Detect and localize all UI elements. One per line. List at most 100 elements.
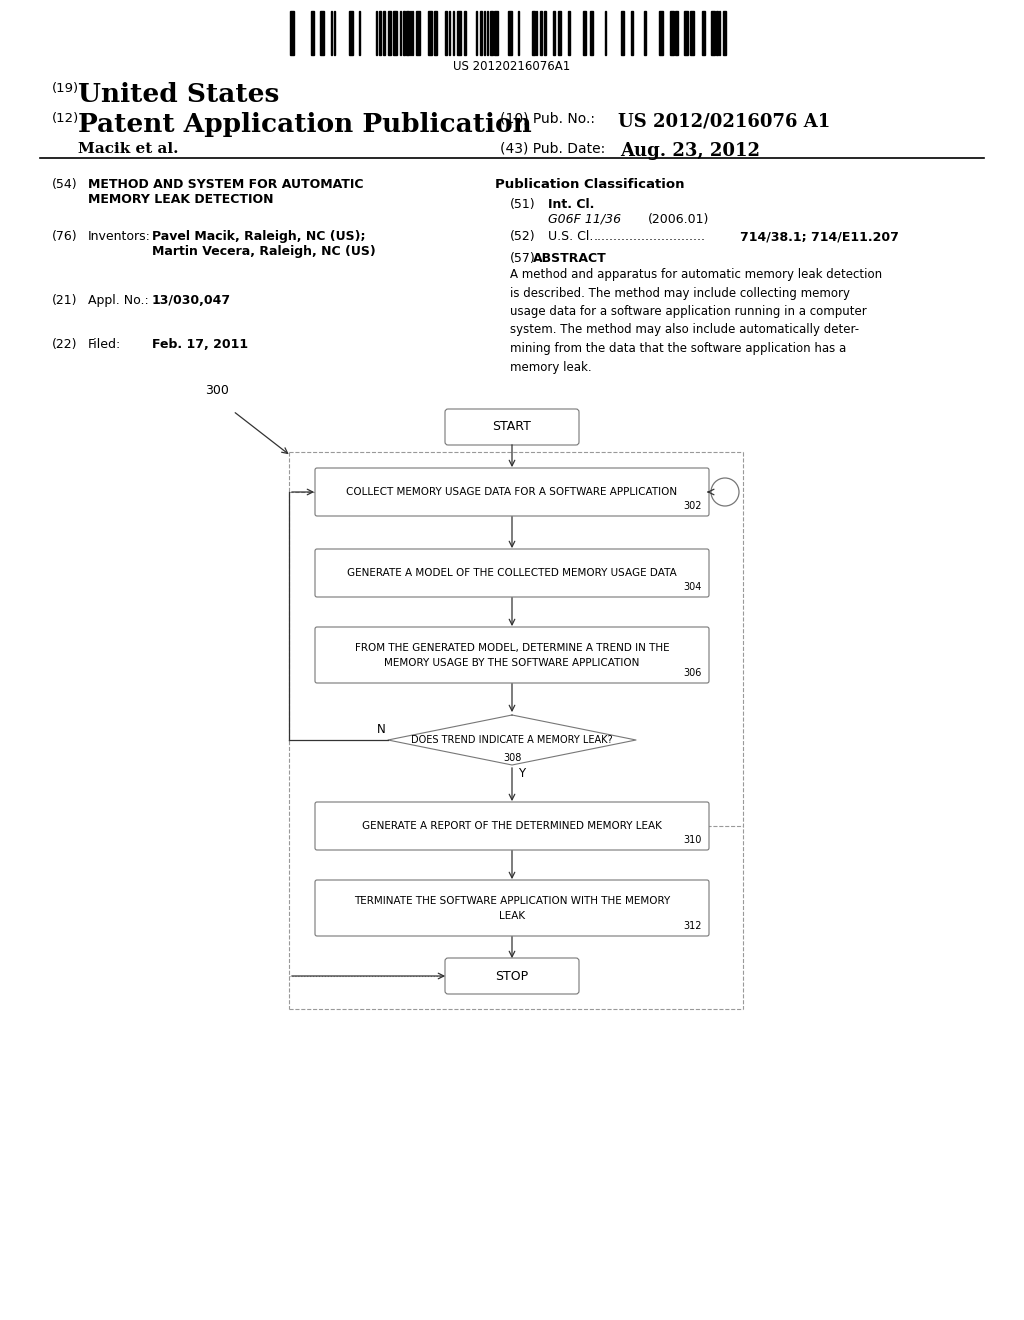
Text: (76): (76): [52, 230, 78, 243]
Text: Patent Application Publication: Patent Application Publication: [78, 112, 531, 137]
Text: MEMORY USAGE BY THE SOFTWARE APPLICATION: MEMORY USAGE BY THE SOFTWARE APPLICATION: [384, 657, 640, 668]
Text: Martin Vecera, Raleigh, NC (US): Martin Vecera, Raleigh, NC (US): [152, 246, 376, 257]
Bar: [319, 11, 324, 55]
Bar: [379, 11, 381, 55]
Text: (51): (51): [510, 198, 536, 211]
Bar: [631, 11, 633, 55]
Bar: [388, 11, 391, 55]
Bar: [349, 11, 353, 55]
Text: Aug. 23, 2012: Aug. 23, 2012: [620, 143, 760, 160]
Text: Int. Cl.: Int. Cl.: [548, 198, 594, 211]
Text: Inventors:: Inventors:: [88, 230, 151, 243]
Bar: [723, 11, 726, 55]
Bar: [508, 11, 512, 55]
Text: 300: 300: [205, 384, 229, 397]
Text: (54): (54): [52, 178, 78, 191]
Text: (19): (19): [52, 82, 79, 95]
Text: (21): (21): [52, 294, 78, 308]
Bar: [558, 11, 561, 55]
Bar: [290, 11, 294, 55]
Text: 13/030,047: 13/030,047: [152, 294, 231, 308]
Text: START: START: [493, 421, 531, 433]
Bar: [490, 11, 493, 55]
Text: Filed:: Filed:: [88, 338, 121, 351]
Bar: [494, 11, 498, 55]
Text: U.S. Cl.: U.S. Cl.: [548, 230, 593, 243]
FancyBboxPatch shape: [445, 958, 579, 994]
Bar: [583, 11, 586, 55]
Text: GENERATE A REPORT OF THE DETERMINED MEMORY LEAK: GENERATE A REPORT OF THE DETERMINED MEMO…: [362, 821, 662, 832]
Text: MEMORY LEAK DETECTION: MEMORY LEAK DETECTION: [88, 193, 273, 206]
Text: COLLECT MEMORY USAGE DATA FOR A SOFTWARE APPLICATION: COLLECT MEMORY USAGE DATA FOR A SOFTWARE…: [346, 487, 678, 498]
Bar: [464, 11, 466, 55]
Bar: [684, 11, 688, 55]
Bar: [659, 11, 663, 55]
Bar: [702, 11, 705, 55]
FancyBboxPatch shape: [315, 549, 709, 597]
Text: (2006.01): (2006.01): [648, 213, 710, 226]
Text: 306: 306: [684, 668, 702, 678]
Bar: [457, 11, 461, 55]
Polygon shape: [388, 715, 636, 766]
Text: Feb. 17, 2011: Feb. 17, 2011: [152, 338, 248, 351]
Text: LEAK: LEAK: [499, 911, 525, 921]
Bar: [670, 11, 674, 55]
Bar: [644, 11, 646, 55]
Bar: [532, 11, 535, 55]
FancyBboxPatch shape: [315, 469, 709, 516]
Bar: [540, 11, 542, 55]
Text: FROM THE GENERATED MODEL, DETERMINE A TREND IN THE: FROM THE GENERATED MODEL, DETERMINE A TR…: [354, 643, 670, 653]
Text: Macik et al.: Macik et al.: [78, 143, 178, 156]
Text: (22): (22): [52, 338, 78, 351]
Text: GENERATE A MODEL OF THE COLLECTED MEMORY USAGE DATA: GENERATE A MODEL OF THE COLLECTED MEMORY…: [347, 568, 677, 578]
Text: Pavel Macik, Raleigh, NC (US);: Pavel Macik, Raleigh, NC (US);: [152, 230, 366, 243]
Text: A method and apparatus for automatic memory leak detection
is described. The met: A method and apparatus for automatic mem…: [510, 268, 882, 374]
Text: US 2012/0216076 A1: US 2012/0216076 A1: [618, 112, 830, 129]
Text: 308: 308: [503, 752, 521, 763]
Bar: [428, 11, 432, 55]
Text: Y: Y: [518, 767, 525, 780]
Bar: [716, 11, 718, 55]
Text: 310: 310: [684, 836, 702, 845]
FancyBboxPatch shape: [445, 409, 579, 445]
Text: 302: 302: [683, 502, 702, 511]
Text: 304: 304: [684, 582, 702, 591]
FancyBboxPatch shape: [315, 803, 709, 850]
Text: ............................: ............................: [594, 230, 706, 243]
Bar: [590, 11, 593, 55]
Bar: [393, 11, 397, 55]
Text: STOP: STOP: [496, 969, 528, 982]
Text: Publication Classification: Publication Classification: [496, 178, 685, 191]
Text: DOES TREND INDICATE A MEMORY LEAK?: DOES TREND INDICATE A MEMORY LEAK?: [412, 735, 612, 744]
Text: US 20120216076A1: US 20120216076A1: [454, 59, 570, 73]
Bar: [445, 11, 447, 55]
FancyBboxPatch shape: [315, 880, 709, 936]
FancyBboxPatch shape: [315, 627, 709, 682]
Bar: [403, 11, 406, 55]
Text: (57): (57): [510, 252, 536, 265]
Text: TERMINATE THE SOFTWARE APPLICATION WITH THE MEMORY: TERMINATE THE SOFTWARE APPLICATION WITH …: [354, 896, 670, 906]
Bar: [383, 11, 385, 55]
Bar: [406, 11, 409, 55]
Bar: [434, 11, 437, 55]
Text: (12): (12): [52, 112, 79, 125]
Bar: [621, 11, 624, 55]
Text: (10) Pub. No.:: (10) Pub. No.:: [500, 112, 595, 125]
Bar: [690, 11, 694, 55]
Bar: [568, 11, 570, 55]
Text: United States: United States: [78, 82, 280, 107]
Text: METHOD AND SYSTEM FOR AUTOMATIC: METHOD AND SYSTEM FOR AUTOMATIC: [88, 178, 364, 191]
Text: 714/38.1; 714/E11.207: 714/38.1; 714/E11.207: [740, 230, 899, 243]
Bar: [416, 11, 420, 55]
Text: (43) Pub. Date:: (43) Pub. Date:: [500, 143, 605, 156]
Bar: [480, 11, 482, 55]
Text: (52): (52): [510, 230, 536, 243]
Text: ABSTRACT: ABSTRACT: [534, 252, 607, 265]
Bar: [311, 11, 314, 55]
Bar: [544, 11, 546, 55]
Text: N: N: [377, 723, 386, 737]
Text: Appl. No.:: Appl. No.:: [88, 294, 148, 308]
Bar: [553, 11, 555, 55]
Text: 312: 312: [683, 921, 702, 931]
Bar: [675, 11, 678, 55]
